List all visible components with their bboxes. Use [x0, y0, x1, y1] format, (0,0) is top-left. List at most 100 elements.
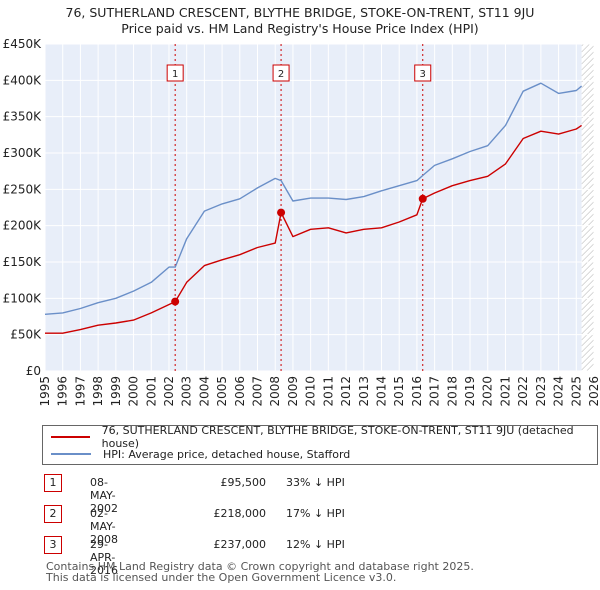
y-tick-label: £200K	[3, 219, 43, 233]
hatch-line	[581, 237, 594, 251]
x-tick-label: 2024	[552, 376, 566, 407]
x-tick-label: 2015	[392, 376, 406, 407]
hatch-line	[581, 51, 594, 65]
legend-hpi: HPI: Average price, detached house, Staf…	[51, 446, 350, 462]
chart-legend: 76, SUTHERLAND CRESCENT, BLYTHE BRIDGE, …	[42, 424, 598, 465]
transaction-price: £95,500	[220, 476, 267, 489]
hatch-line	[581, 153, 594, 167]
transaction-hpi: 12% ↓ HPI	[286, 538, 345, 551]
hatch-line	[581, 279, 594, 293]
transaction-number: 3	[44, 536, 62, 554]
x-tick-label: 2013	[357, 376, 371, 407]
plot-background	[45, 44, 594, 371]
x-tick-label: 2023	[534, 376, 548, 407]
hatch-line	[581, 249, 594, 263]
hatch-line	[581, 297, 594, 311]
x-tick-label: 2004	[197, 376, 211, 407]
price-chart: 1 2 3 £0 £50K £100K £150K £200K £250K £300K £350K…	[3, 0, 600, 407]
hatch-line	[581, 171, 594, 185]
hatch-line	[581, 285, 594, 299]
transaction-hpi: 33% ↓ HPI	[286, 476, 345, 489]
hatch-line	[582, 16, 594, 28]
x-tick-label: 2020	[481, 376, 495, 407]
x-tick-label: 2001	[144, 376, 158, 407]
x-tick-label: 2009	[286, 376, 300, 407]
hatch-line	[581, 225, 594, 239]
hatch-line	[582, 0, 594, 10]
hatch-line	[586, 363, 594, 371]
x-tick-label: 2026	[587, 376, 600, 407]
hatch-line	[581, 351, 594, 365]
hatch-line	[581, 339, 594, 353]
x-tick-label: 2014	[374, 376, 388, 407]
x-tick-label: 2008	[268, 376, 282, 407]
x-tick-label: 2021	[498, 376, 512, 407]
hatch-line	[581, 111, 594, 125]
y-tick-label: £150K	[3, 255, 43, 269]
footer-licence: This data is licensed under the Open Gov…	[46, 571, 397, 584]
x-tick-label: 2019	[463, 376, 477, 407]
hatch-line	[581, 327, 594, 341]
hatch-line	[581, 105, 594, 119]
marker-label-3: 3	[420, 69, 426, 80]
hatch-line	[581, 141, 594, 155]
hatch-line	[581, 99, 594, 113]
legend-hpi-label: HPI: Average price, detached house, Staf…	[103, 447, 351, 461]
hatch-line	[581, 165, 594, 179]
legend-property-label: 76, SUTHERLAND CRESCENT, BLYTHE BRIDGE, …	[101, 424, 574, 450]
x-tick-label: 2018	[445, 376, 459, 407]
x-tick-label: 2005	[215, 376, 229, 407]
x-tick-label: 2016	[410, 376, 424, 407]
hatch-line	[581, 345, 594, 359]
transaction-date: 29-APR-2016	[90, 538, 118, 577]
x-tick-label: 2010	[304, 376, 318, 407]
marker-box-3	[414, 64, 432, 82]
x-tick-label: 1999	[109, 376, 123, 407]
hatch-line	[581, 159, 594, 173]
hatch-line	[581, 291, 594, 305]
hatch-line	[581, 309, 594, 323]
x-tick-label: 2006	[233, 376, 247, 407]
transaction-number: 1	[44, 474, 62, 492]
hatch-line	[581, 75, 594, 89]
x-tick-label: 2007	[251, 376, 265, 407]
hatch-line	[582, 28, 594, 40]
y-tick-label: £50K	[10, 328, 42, 342]
transaction-hpi: 17% ↓ HPI	[286, 507, 345, 520]
hatch-line	[581, 87, 594, 101]
x-tick-label: 2017	[428, 376, 442, 407]
y-tick-label: £100K	[3, 291, 43, 305]
hatch-line	[581, 333, 594, 347]
hatch-line	[581, 63, 594, 77]
x-tick-label: 2012	[339, 376, 353, 407]
hatch-line	[581, 267, 594, 281]
legend-property: 76, SUTHERLAND CRESCENT, BLYTHE BRIDGE, …	[51, 424, 597, 450]
hatch-line	[581, 231, 594, 245]
x-tick-label: 2011	[321, 376, 335, 407]
hatch-line	[581, 44, 591, 53]
transaction-price: £218,000	[213, 507, 267, 520]
property-series-line	[45, 124, 582, 334]
hatch-line	[581, 177, 594, 191]
x-tick-label: 2025	[569, 376, 583, 407]
hatch-line	[581, 81, 594, 95]
hatch-line	[581, 261, 594, 275]
footer-copyright: Contains HM Land Registry data © Crown c…	[46, 560, 474, 573]
hatch-line	[581, 357, 594, 371]
hatch-line	[582, 10, 594, 22]
hatch-line	[581, 243, 594, 257]
hatch-line	[581, 117, 594, 131]
hatch-line	[582, 4, 594, 16]
y-tick-label: £0	[26, 364, 41, 378]
marker-box-2	[272, 64, 290, 82]
sale-point-2	[277, 208, 286, 217]
hatch-line	[581, 195, 594, 209]
footer: Contains HM Land Registry data © Crown c…	[46, 561, 474, 583]
marker-label-1: 1	[172, 69, 178, 80]
y-tick-label: £300K	[3, 146, 43, 160]
sale-point-3	[418, 194, 427, 203]
legend-property-swatch	[51, 436, 90, 438]
chart-title: 76, SUTHERLAND CRESCENT, BLYTHE BRIDGE, …	[65, 5, 535, 20]
hatch-line	[581, 93, 594, 107]
hatch-line	[581, 315, 594, 329]
